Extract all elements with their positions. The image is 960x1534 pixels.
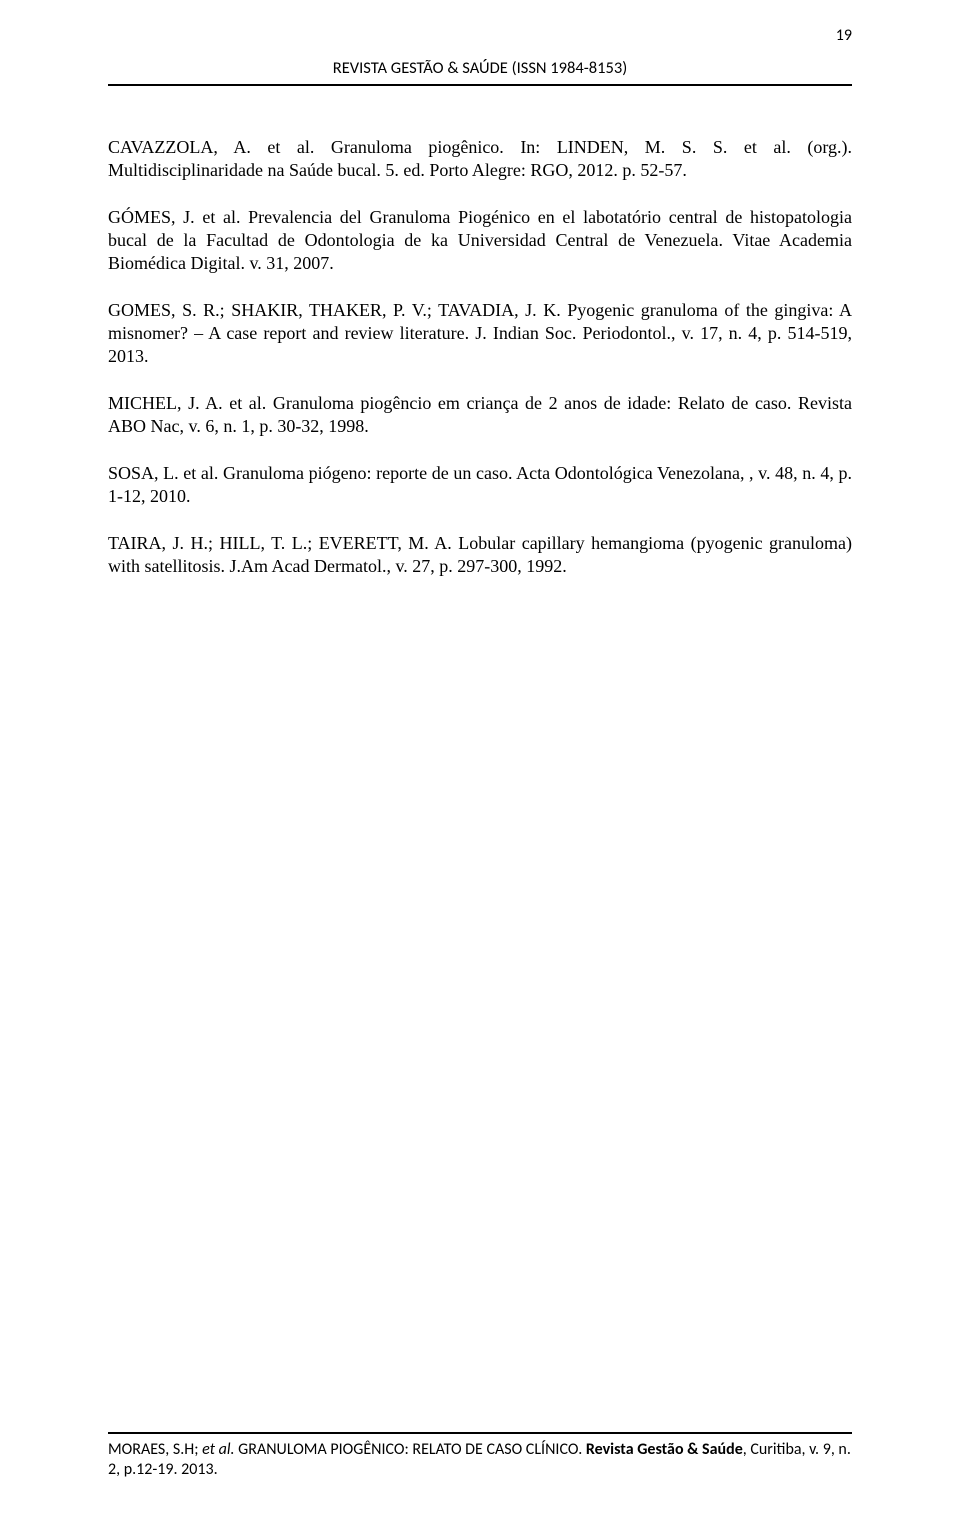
footer-rule [108,1432,852,1434]
footer-citation: MORAES, S.H; et al. GRANULOMA PIOGÊNICO:… [108,1440,852,1480]
reference-item: CAVAZZOLA, A. et al. Granuloma piogênico… [108,136,852,182]
header-rule [108,84,852,86]
reference-item: GOMES, S. R.; SHAKIR, THAKER, P. V.; TAV… [108,299,852,368]
page-footer: MORAES, S.H; et al. GRANULOMA PIOGÊNICO:… [108,1432,852,1480]
reference-item: TAIRA, J. H.; HILL, T. L.; EVERETT, M. A… [108,532,852,578]
running-header: REVISTA GESTÃO & SAÚDE (ISSN 1984-8153) [108,58,852,78]
footer-middle: GRANULOMA PIOGÊNICO: RELATO DE CASO CLÍN… [235,1440,586,1459]
reference-item: MICHEL, J. A. et al. Granuloma piogêncio… [108,392,852,438]
footer-journal: Revista Gestão & Saúde [586,1440,743,1459]
footer-etal: et al. [202,1440,234,1459]
page-number: 19 [836,26,852,45]
reference-item: GÓMES, J. et al. Prevalencia del Granulo… [108,206,852,275]
reference-item: SOSA, L. et al. Granuloma piógeno: repor… [108,462,852,508]
references-block: CAVAZZOLA, A. et al. Granuloma piogênico… [108,136,852,578]
footer-prefix: MORAES, S.H; [108,1440,202,1459]
